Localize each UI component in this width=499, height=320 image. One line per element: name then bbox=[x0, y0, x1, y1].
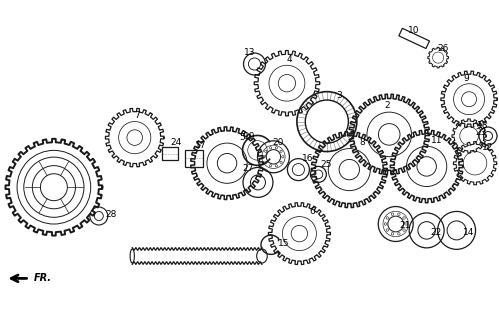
Text: 6: 6 bbox=[309, 207, 315, 216]
Text: 23: 23 bbox=[476, 128, 487, 137]
Text: 19: 19 bbox=[244, 132, 256, 141]
Text: 13: 13 bbox=[244, 48, 255, 57]
Text: 11: 11 bbox=[431, 136, 443, 145]
Text: FR.: FR. bbox=[33, 273, 51, 284]
Text: 12: 12 bbox=[482, 143, 493, 152]
Text: 27: 27 bbox=[243, 164, 253, 173]
Bar bbox=[399, 28, 430, 49]
Text: 9: 9 bbox=[464, 74, 470, 83]
Text: 28: 28 bbox=[106, 210, 117, 219]
Text: 5: 5 bbox=[239, 133, 245, 142]
Text: 21: 21 bbox=[399, 221, 410, 230]
Text: 25: 25 bbox=[320, 160, 331, 169]
Text: 4: 4 bbox=[286, 55, 292, 64]
Text: 22: 22 bbox=[430, 228, 441, 237]
Text: 18: 18 bbox=[477, 121, 489, 130]
Text: 17: 17 bbox=[195, 141, 207, 150]
Text: 3: 3 bbox=[336, 92, 342, 100]
Text: 26: 26 bbox=[438, 44, 449, 53]
Text: 7: 7 bbox=[134, 111, 140, 120]
Text: 10: 10 bbox=[408, 26, 420, 35]
Text: 16: 16 bbox=[301, 154, 313, 163]
Bar bbox=[185, 150, 203, 167]
Text: 15: 15 bbox=[277, 239, 289, 248]
Text: 2: 2 bbox=[384, 101, 390, 110]
Text: 20: 20 bbox=[273, 138, 284, 147]
Text: 8: 8 bbox=[359, 138, 365, 147]
Bar bbox=[162, 147, 178, 160]
Text: 24: 24 bbox=[170, 138, 181, 147]
Text: 14: 14 bbox=[464, 228, 475, 237]
